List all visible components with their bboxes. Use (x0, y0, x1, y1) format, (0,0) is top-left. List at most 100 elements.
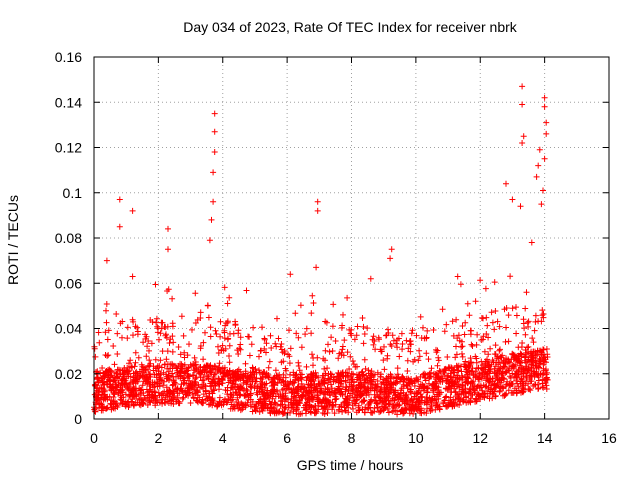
data-point (208, 216, 215, 223)
data-point (108, 372, 115, 379)
data-point (134, 378, 141, 385)
data-point (398, 330, 405, 337)
data-point (339, 369, 346, 376)
data-point (108, 406, 115, 413)
data-point (190, 395, 197, 402)
data-point (473, 398, 480, 405)
data-point (219, 342, 226, 349)
data-point (281, 350, 288, 357)
data-point (179, 395, 186, 402)
data-point (329, 348, 336, 354)
data-point (235, 366, 242, 373)
data-point (278, 341, 285, 347)
x-tick-label: 14 (537, 430, 553, 446)
data-point (287, 399, 294, 406)
data-point (533, 365, 540, 372)
data-point (225, 335, 232, 342)
data-point (501, 363, 508, 370)
data-point (274, 315, 280, 322)
data-point (503, 180, 509, 187)
data-point (145, 371, 152, 378)
data-point (164, 323, 171, 330)
data-point (165, 225, 171, 232)
data-point (523, 374, 530, 381)
data-point (518, 351, 525, 358)
data-point (392, 402, 399, 409)
data-point (249, 369, 256, 375)
data-point (530, 339, 537, 346)
data-point (298, 380, 305, 387)
data-point (156, 392, 163, 399)
data-point (182, 370, 188, 377)
chart-title: Day 034 of 2023, Rate Of TEC Index for r… (183, 19, 518, 35)
data-point (364, 325, 371, 332)
data-point (188, 363, 195, 370)
data-point (106, 366, 113, 373)
axis-ticks (93, 56, 610, 420)
data-point (261, 336, 268, 343)
data-point (263, 340, 270, 347)
data-point (384, 375, 390, 382)
data-point (242, 360, 249, 367)
data-point (413, 377, 419, 384)
data-point (354, 363, 360, 370)
data-point (142, 335, 149, 342)
data-point (413, 332, 420, 339)
data-point (266, 358, 273, 365)
data-point (217, 333, 224, 340)
data-point (262, 384, 269, 391)
data-point (216, 364, 223, 371)
data-point (315, 374, 322, 381)
x-tick-label: 10 (408, 430, 424, 446)
data-point (275, 335, 282, 342)
data-point (361, 409, 368, 416)
data-point (473, 355, 480, 362)
data-point (273, 343, 280, 350)
data-point (370, 341, 377, 348)
data-point (148, 340, 155, 347)
data-point (243, 381, 250, 388)
data-point (257, 347, 264, 354)
data-point (484, 373, 491, 380)
data-point (381, 366, 388, 373)
data-point (103, 307, 109, 314)
data-point (539, 312, 546, 319)
data-point (164, 398, 171, 405)
data-point (202, 329, 208, 336)
data-point (519, 83, 526, 90)
data-point (101, 373, 108, 380)
data-point (132, 323, 139, 330)
data-point (115, 382, 122, 389)
data-point (423, 401, 430, 408)
data-point (124, 364, 131, 371)
data-point (171, 379, 178, 386)
data-point (541, 354, 548, 361)
data-point (365, 405, 372, 412)
data-point (272, 367, 279, 374)
data-point (184, 367, 191, 374)
data-point (492, 342, 499, 349)
data-point (100, 381, 107, 388)
data-point (211, 149, 218, 155)
data-point (310, 300, 317, 306)
data-point (163, 331, 169, 338)
data-point (492, 374, 499, 380)
data-point (228, 394, 235, 401)
data-point (505, 356, 512, 363)
data-point (513, 304, 519, 311)
data-point (436, 403, 443, 410)
data-point (457, 363, 464, 370)
data-point (197, 384, 203, 391)
data-point (255, 400, 262, 407)
data-point (154, 329, 161, 336)
data-point (429, 407, 435, 413)
data-point (279, 408, 286, 415)
data-point (199, 369, 206, 376)
data-point (399, 341, 406, 347)
data-point (407, 348, 414, 355)
data-point (406, 380, 413, 387)
data-point (470, 371, 477, 378)
data-point (114, 330, 121, 337)
data-point (354, 323, 361, 330)
data-point (330, 301, 337, 308)
